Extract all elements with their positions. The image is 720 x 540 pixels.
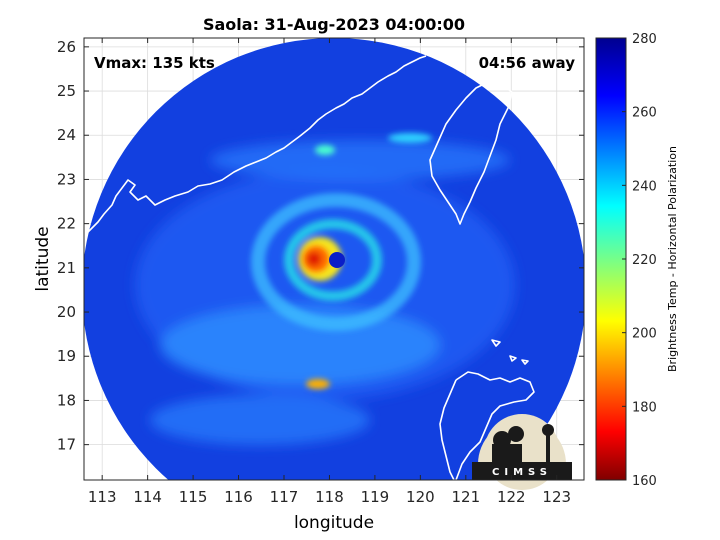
x-tick-label-113: 113 — [88, 488, 117, 506]
coastline-luzon — [439, 371, 535, 480]
x-tick-label-115: 115 — [179, 488, 208, 506]
y-tick-label-23: 23 — [57, 170, 76, 188]
x-tick-label-117: 117 — [270, 488, 299, 506]
y-tick-label-26: 26 — [57, 38, 76, 56]
cimss-logo: CIMSS — [472, 414, 572, 490]
x-tick-label-122: 122 — [497, 488, 526, 506]
band-cell-north — [315, 145, 335, 155]
x-tick-label-120: 120 — [406, 488, 435, 506]
colorbar-ticks: 160 180 200 220 240 260 280 — [622, 32, 657, 489]
coastlines — [84, 55, 535, 480]
colorbar-tick-label-280: 280 — [632, 32, 657, 47]
spiral-ring — [251, 193, 421, 331]
time-away-annotation: 04:56 away — [479, 54, 576, 72]
band-cell-ne — [388, 133, 432, 143]
y-tick-label-17: 17 — [57, 436, 76, 454]
coastline-islet-2 — [509, 355, 517, 362]
plot-frame — [83, 37, 585, 481]
vmax-annotation: Vmax: 135 kts — [94, 54, 215, 72]
x-axis-label: longitude — [294, 513, 374, 533]
colorbar-tick-label-180: 180 — [632, 400, 657, 415]
coastline-taiwan — [429, 81, 513, 225]
colorbar — [595, 37, 627, 481]
x-tick-label-118: 118 — [315, 488, 344, 506]
logo-dish-2 — [508, 426, 524, 442]
colorbar-label: Brightness Temp - Horizontal Polarizatio… — [666, 146, 679, 372]
logo-text: CIMSS — [492, 467, 552, 478]
y-tick-label-19: 19 — [57, 347, 76, 365]
brightness-temp-swath — [84, 38, 584, 480]
y-tick-label-22: 22 — [57, 215, 76, 233]
x-tick-label-123: 123 — [542, 488, 571, 506]
x-tick-label-116: 116 — [224, 488, 253, 506]
x-tick-label-114: 114 — [133, 488, 162, 506]
y-tick-label-21: 21 — [57, 259, 76, 277]
colorbar-tick-label-260: 260 — [632, 106, 657, 121]
logo-building — [492, 444, 522, 462]
rain-band-north — [210, 140, 510, 180]
logo-tower-top — [542, 424, 554, 436]
y-tick-label-20: 20 — [57, 303, 76, 321]
colorbar-tick-label-200: 200 — [632, 327, 657, 342]
coastline-islet-3 — [521, 359, 529, 365]
y-axis-label: latitude — [33, 226, 53, 291]
x-axis: 113 114 115 116 117 118 119 120 121 122 123 — [88, 38, 571, 506]
colorbar-tick-label-240: 240 — [632, 179, 657, 194]
logo-tower — [546, 432, 550, 462]
inner-ring — [284, 219, 382, 301]
colorbar-tick-label-160: 160 — [632, 474, 657, 489]
y-axis: 17 18 19 20 21 22 23 24 25 26 — [57, 38, 584, 454]
chart-title: Saola: 31-Aug-2023 04:00:00 — [203, 15, 465, 34]
x-tick-label-119: 119 — [361, 488, 390, 506]
y-tick-label-18: 18 — [57, 391, 76, 409]
y-tick-label-25: 25 — [57, 82, 76, 100]
x-tick-label-121: 121 — [451, 488, 480, 506]
colorbar-tick-label-220: 220 — [632, 253, 657, 268]
storm-eye — [329, 252, 345, 268]
coastline-islet-1 — [491, 339, 501, 347]
warm-spot — [306, 379, 330, 389]
logo-banner — [472, 462, 572, 480]
convective-peak — [307, 252, 321, 266]
coastline-china — [84, 55, 427, 237]
rain-band-southwest — [150, 395, 370, 445]
y-tick-label-24: 24 — [57, 126, 76, 144]
